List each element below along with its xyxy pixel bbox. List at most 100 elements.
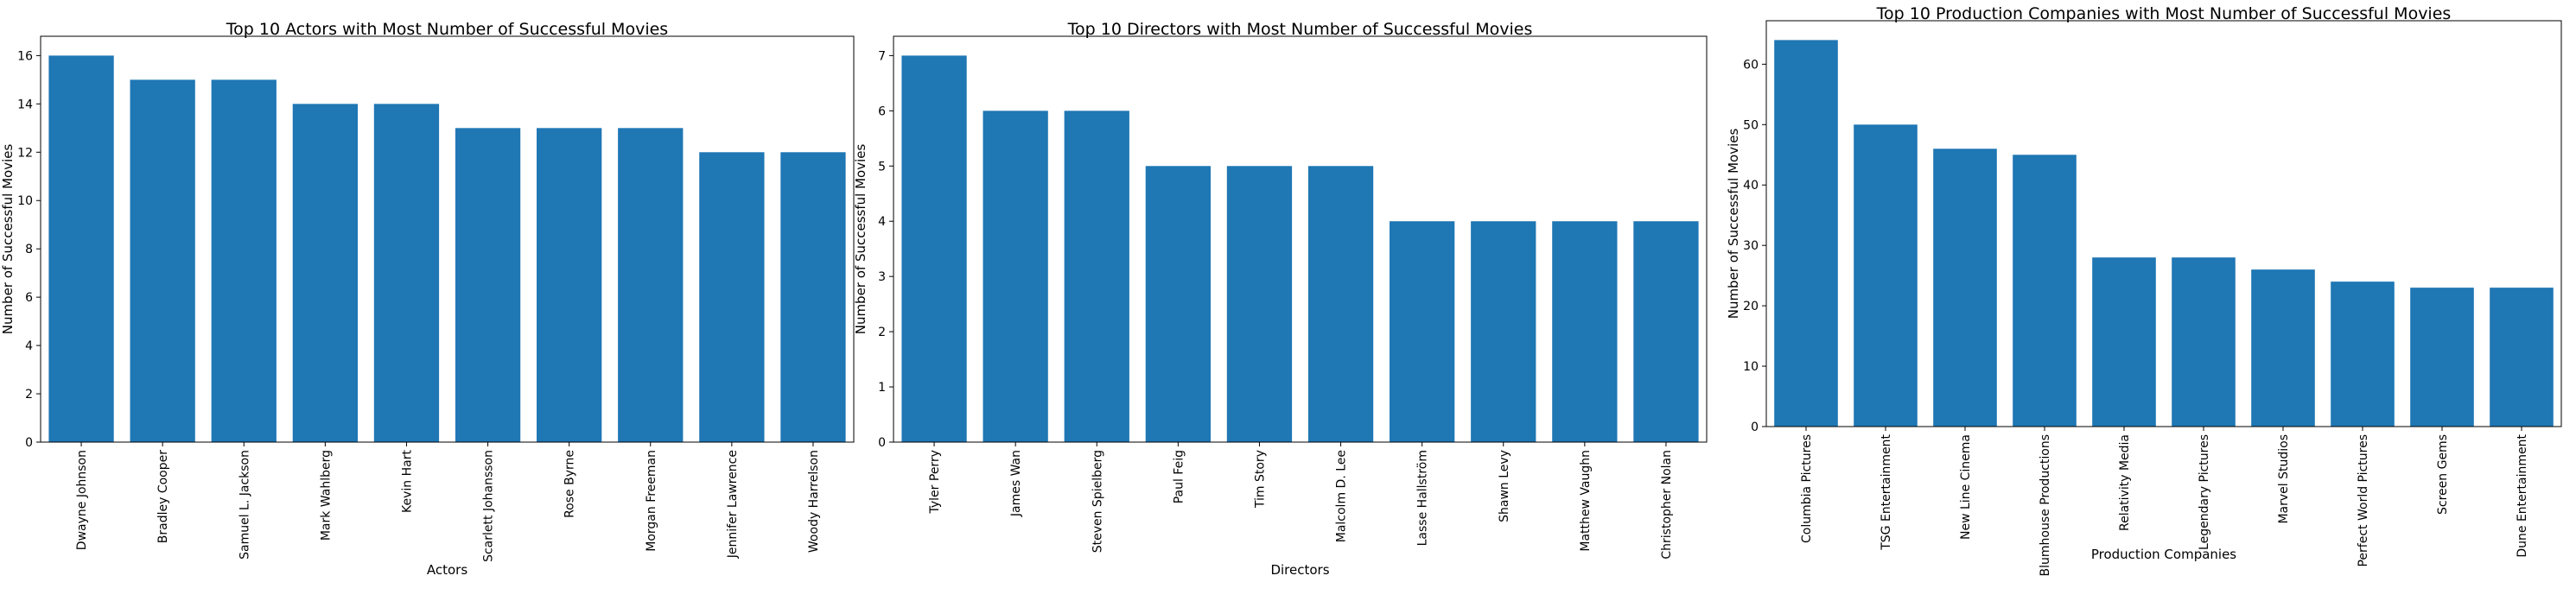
- bar-7: [2251, 269, 2315, 427]
- x-tick-label: Samuel L. Jackson: [238, 450, 251, 560]
- y-tick-label: 50: [1743, 118, 1759, 132]
- y-tick-label: 3: [878, 270, 886, 284]
- chart-3: Top 10 Production Companies with Most Nu…: [1726, 4, 2562, 576]
- chart-title: Top 10 Production Companies with Most Nu…: [1876, 4, 2452, 23]
- x-tick-label: Screen Gems: [2436, 434, 2450, 515]
- x-tick-label: Dune Entertainment: [2516, 434, 2529, 558]
- x-tick-label: Tyler Perry: [928, 450, 942, 514]
- bar-4: [292, 104, 358, 442]
- y-axis-label: Number of Successful Movies: [0, 144, 16, 335]
- chart-2: Top 10 Directors with Most Number of Suc…: [853, 20, 1708, 578]
- bar-3: [1933, 149, 1997, 427]
- bar-8: [618, 128, 684, 443]
- y-tick-label: 5: [878, 160, 886, 174]
- bar-6: [1307, 166, 1374, 443]
- x-tick-label: TSG Entertainment: [1880, 433, 1893, 550]
- bar-6: [455, 128, 521, 443]
- bar-1: [901, 55, 967, 442]
- bar-5: [373, 104, 440, 442]
- x-tick-label: Columbia Pictures: [1800, 434, 1814, 543]
- y-tick-label: 2: [878, 326, 886, 339]
- bar-5: [2092, 257, 2156, 427]
- x-tick-label: Kevin Hart: [400, 449, 414, 512]
- x-tick-label: Perfect World Pictures: [2357, 434, 2370, 567]
- bar-10: [780, 152, 846, 443]
- x-tick-label: Mark Wahlberg: [319, 450, 333, 541]
- bar-2: [983, 111, 1048, 442]
- y-tick-label: 40: [1743, 179, 1759, 193]
- bar-8: [2331, 282, 2395, 427]
- y-tick-label: 6: [878, 104, 886, 118]
- y-tick-label: 16: [17, 49, 33, 63]
- x-tick-label: Tim Story: [1253, 450, 1267, 509]
- bar-4: [1145, 166, 1211, 443]
- bar-5: [1226, 166, 1293, 443]
- bar-8: [1471, 221, 1536, 442]
- x-tick-label: New Line Cinema: [1959, 434, 1973, 540]
- x-tick-label: Morgan Freeman: [645, 450, 658, 552]
- y-tick-label: 10: [17, 194, 33, 208]
- bar-3: [211, 79, 277, 442]
- y-tick-label: 6: [25, 291, 33, 305]
- y-tick-label: 4: [25, 339, 33, 353]
- bar-1: [1774, 40, 1838, 427]
- x-tick-label: Marvel Studios: [2277, 434, 2291, 524]
- plot-frame: [1765, 20, 2562, 427]
- bar-2: [1854, 124, 1918, 427]
- bar-4: [2013, 155, 2077, 427]
- y-tick-label: 30: [1743, 239, 1759, 253]
- x-tick-label: Paul Feig: [1172, 450, 1186, 503]
- plot-frame: [40, 35, 855, 443]
- x-tick-label: Lasse Hallström: [1416, 450, 1430, 546]
- y-axis-label: Number of Successful Movies: [853, 144, 868, 335]
- y-axis-label: Number of Successful Movies: [1726, 129, 1741, 319]
- bar-6: [2172, 257, 2236, 427]
- x-tick-label: Blumhouse Productions: [2039, 434, 2052, 576]
- x-tick-label: Christopher Nolan: [1660, 450, 1674, 560]
- x-tick-label: Legendary Pictures: [2198, 434, 2211, 550]
- y-tick-label: 0: [878, 436, 886, 450]
- bar-9: [1552, 221, 1618, 442]
- bar-1: [48, 55, 114, 442]
- x-tick-label: James Wan: [1009, 450, 1023, 517]
- x-tick-label: Bradley Cooper: [156, 450, 170, 543]
- x-tick-label: Malcolm D. Lee: [1335, 450, 1349, 542]
- bar-9: [2410, 288, 2474, 427]
- y-tick-label: 2: [25, 388, 33, 402]
- bar-2: [130, 79, 195, 442]
- x-tick-label: Relativity Media: [2118, 434, 2132, 531]
- chart-title: Top 10 Actors with Most Number of Succes…: [226, 20, 668, 39]
- x-tick-label: Shawn Levy: [1498, 450, 1511, 522]
- y-tick-label: 0: [25, 436, 33, 450]
- chart-1: Top 10 Actors with Most Number of Succes…: [0, 20, 855, 578]
- y-tick-label: 14: [17, 98, 33, 111]
- x-tick-label: Rose Byrne: [563, 450, 577, 518]
- plot-frame: [893, 35, 1708, 443]
- x-tick-label: Steven Spielberg: [1091, 450, 1104, 553]
- y-tick-label: 8: [25, 243, 33, 256]
- y-tick-label: 4: [878, 215, 886, 229]
- y-tick-label: 10: [1743, 360, 1759, 374]
- bar-10: [1633, 221, 1699, 442]
- bar-7: [537, 128, 602, 443]
- bar-7: [1390, 221, 1455, 442]
- bar-9: [699, 152, 765, 443]
- bar-3: [1064, 111, 1129, 442]
- x-tick-label: Scarlett Johansson: [482, 450, 496, 562]
- y-tick-label: 0: [1751, 421, 1759, 434]
- bar-10: [2490, 288, 2554, 427]
- x-axis-label: Directors: [1270, 562, 1329, 578]
- x-axis-label: Actors: [427, 562, 467, 578]
- y-tick-label: 7: [878, 49, 886, 63]
- chart-title: Top 10 Directors with Most Number of Suc…: [1067, 20, 1533, 39]
- x-tick-label: Matthew Vaughn: [1579, 450, 1593, 552]
- y-tick-label: 60: [1743, 58, 1759, 72]
- x-tick-label: Woody Harrelson: [807, 450, 821, 553]
- x-axis-label: Production Companies: [2091, 547, 2236, 562]
- y-tick-label: 20: [1743, 300, 1759, 313]
- y-tick-label: 1: [878, 381, 886, 395]
- x-tick-label: Dwayne Johnson: [75, 450, 89, 550]
- x-tick-label: Jennifer Lawrence: [726, 450, 740, 559]
- y-tick-label: 12: [17, 146, 33, 160]
